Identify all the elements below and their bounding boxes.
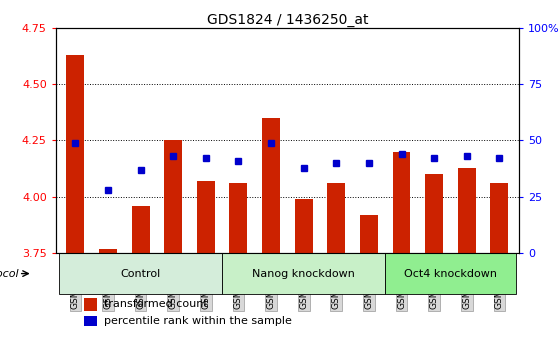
Bar [385,253,516,294]
Bar [66,55,84,253]
Text: Control: Control [121,269,161,279]
Text: Nanog knockdown: Nanog knockdown [252,269,355,279]
Bar [360,215,378,253]
Bar [295,199,312,253]
Bar [59,253,222,294]
Bar [490,183,508,253]
Bar [84,316,97,326]
Bar [393,152,411,253]
Text: percentile rank within the sample: percentile rank within the sample [104,316,292,326]
Bar [84,298,97,311]
Bar [164,140,182,253]
Bar [458,168,476,253]
Bar [99,249,117,253]
Text: protocol: protocol [0,269,19,279]
Text: transformed count: transformed count [104,299,208,309]
Bar [229,183,247,253]
Bar [222,253,385,294]
Bar [262,118,280,253]
Bar [425,174,443,253]
Title: GDS1824 / 1436250_at: GDS1824 / 1436250_at [206,12,368,27]
Bar [328,183,345,253]
Text: Oct4 knockdown: Oct4 knockdown [404,269,497,279]
Bar [197,181,215,253]
Bar [132,206,150,253]
